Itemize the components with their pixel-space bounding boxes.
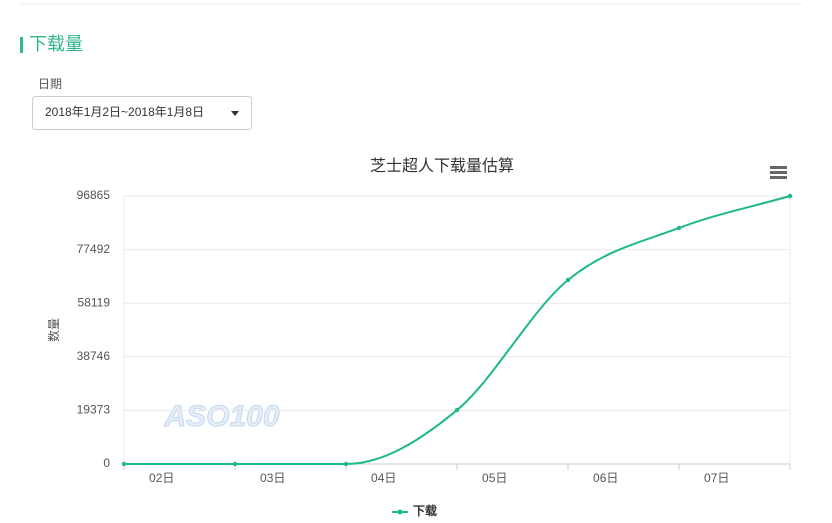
y-tick-label: 38746 xyxy=(77,349,111,363)
y-tick-label: 96865 xyxy=(77,188,111,202)
title-marker xyxy=(20,37,23,53)
dropdown-box[interactable] xyxy=(32,96,252,130)
data-point xyxy=(787,193,793,199)
legend-swatch-dot xyxy=(397,509,403,515)
y-tick-label: 0 xyxy=(103,456,110,470)
x-tick-label: 04日 xyxy=(371,471,396,485)
date-dropdown[interactable]: 2018年1月2日~2018年1月8日 xyxy=(32,96,252,130)
y-tick-label: 77492 xyxy=(77,242,111,256)
dropdown-caret[interactable] xyxy=(231,111,239,116)
menu-bar[interactable] xyxy=(770,176,787,179)
data-point xyxy=(343,461,349,467)
legend-label: 下载 xyxy=(413,503,437,518)
data-point xyxy=(121,461,127,467)
x-tick-label: 02日 xyxy=(149,471,174,485)
chart-title: 芝士超人下载量估算 xyxy=(370,156,514,175)
x-tick-label: 05日 xyxy=(482,471,507,485)
section-title: 下载量 xyxy=(29,34,83,54)
data-point xyxy=(676,225,682,231)
y-axis-label: 数量 xyxy=(46,318,61,342)
x-tick-label: 03日 xyxy=(260,471,285,485)
dropdown-value[interactable]: 2018年1月2日~2018年1月8日 xyxy=(45,105,204,119)
x-tick-label: 06日 xyxy=(593,471,618,485)
data-point xyxy=(565,277,571,283)
data-point xyxy=(454,407,460,413)
chart-menu[interactable] xyxy=(770,166,787,179)
filter-label: 日期 xyxy=(38,77,62,91)
y-tick-label: 58119 xyxy=(78,295,111,309)
y-tick-label: 19373 xyxy=(77,403,111,417)
data-point xyxy=(232,461,238,467)
x-tick-label: 07日 xyxy=(704,471,729,485)
menu-bar[interactable] xyxy=(770,171,787,174)
menu-bar[interactable] xyxy=(770,166,787,169)
watermark: ASO100 xyxy=(163,400,279,433)
